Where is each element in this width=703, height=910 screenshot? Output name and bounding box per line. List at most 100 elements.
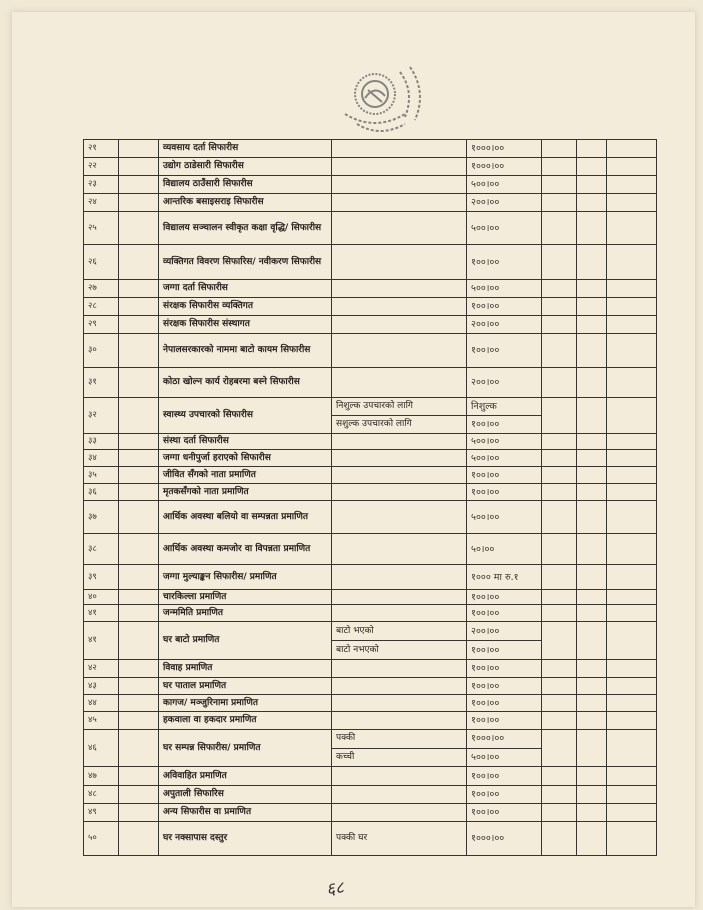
empty-cell [541, 711, 577, 730]
empty-cell [541, 604, 577, 622]
table-row: ३९ जग्गा मुल्याङ्कन सिफारीस/ प्रमाणित १०००… [83, 564, 657, 590]
table-row: २७ जग्गा दर्ता सिफारीस ५००।०० [83, 279, 657, 298]
fee-amount: १००।०० [466, 803, 542, 822]
empty-cell [606, 564, 657, 590]
empty-cell [606, 821, 657, 856]
empty-cell [541, 564, 577, 590]
fee-amount: २००।०० [466, 193, 542, 212]
table-row: कच्ची ५००।०० [84, 747, 657, 767]
empty-cell [606, 279, 657, 298]
row-number: २७ [83, 279, 119, 298]
empty-cell [541, 677, 577, 695]
empty-cell [118, 500, 159, 534]
row-number: ३३ [83, 433, 119, 450]
service-description: आर्थिक अवस्था कमजोर वा विपन्नता प्रमाणित [158, 533, 332, 565]
empty-cell [541, 433, 577, 450]
service-description: विवाह प्रमाणित [158, 659, 332, 678]
table-row: ४० चारकिल्ला प्रमाणित १००।०० [83, 589, 657, 605]
service-description: कागज/ मञ्जुरिनामा प्रमाणित [158, 694, 332, 712]
empty-cell [606, 659, 657, 678]
service-note [331, 315, 467, 334]
service-description: व्यवसाय दर्ता सिफारीस [158, 139, 332, 158]
service-description: घर पाताल प्रमाणित [158, 677, 332, 695]
empty-cell [576, 589, 607, 605]
table-row: ४८ अपुताली सिफारिस १००।०० [83, 785, 657, 804]
empty-cell [606, 766, 657, 786]
empty-cell [118, 766, 159, 786]
empty-cell [118, 483, 159, 501]
fee-amount: १००।०० [466, 604, 542, 622]
row-number: ३४ [83, 449, 119, 467]
fee-amount: १०००।०० [466, 139, 542, 158]
office-seal-stamp-icon [344, 66, 421, 132]
empty-cell [606, 175, 657, 194]
empty-cell [606, 677, 657, 695]
empty-cell [118, 785, 159, 804]
fee-amount: निशुल्क [466, 397, 542, 416]
empty-cell [576, 193, 607, 212]
table-row: ३५ जीवित सँगको नाता प्रमाणित १००।०० [83, 466, 657, 484]
row-number: ४९ [83, 803, 119, 822]
empty-cell [541, 589, 577, 605]
fee-amount: १०००।०० [466, 821, 542, 856]
service-description: संस्था दर्ता सिफारीस [158, 433, 332, 450]
empty-cell [576, 279, 607, 298]
empty-cell [606, 433, 657, 450]
service-note [331, 483, 467, 501]
row-number: ४५ [83, 711, 119, 730]
service-description: जीवित सँगको नाता प्रमाणित [158, 466, 332, 484]
empty-cell [606, 533, 657, 565]
empty-cell [576, 821, 607, 856]
empty-cell [541, 397, 577, 434]
empty-cell [541, 500, 577, 534]
fee-amount: ५००।०० [466, 500, 542, 534]
empty-cell [576, 367, 607, 398]
row-number: ३६ [83, 483, 119, 501]
empty-cell [576, 175, 607, 194]
empty-cell [541, 803, 577, 822]
service-note [331, 333, 467, 368]
empty-cell [606, 466, 657, 484]
fee-amount: ५००।०० [466, 279, 542, 298]
row-number: ४२ [83, 659, 119, 678]
row-number: ४८ [83, 785, 119, 804]
service-note [331, 785, 467, 804]
empty-cell [118, 157, 159, 176]
service-note: कच्ची [331, 747, 467, 767]
row-number: ३२ [83, 397, 119, 434]
empty-cell [541, 729, 577, 767]
fee-amount: १००० मा रु.१ [466, 564, 542, 590]
empty-cell [541, 211, 577, 245]
empty-cell [118, 729, 159, 767]
empty-cell [606, 711, 657, 730]
table-row: ४९ अन्य सिफारीस वा प्रमाणित १००।०० [83, 803, 657, 822]
service-description: संरक्षक सिफारीस व्यक्तिगत [158, 297, 332, 316]
service-note [331, 211, 467, 245]
row-number: ३१ [83, 367, 119, 398]
empty-cell [576, 677, 607, 695]
row-number: २९ [83, 315, 119, 334]
service-note [331, 711, 467, 730]
empty-cell [118, 604, 159, 622]
empty-cell [118, 821, 159, 856]
empty-cell [118, 659, 159, 678]
service-note [331, 157, 467, 176]
empty-cell [606, 367, 657, 398]
empty-cell [606, 315, 657, 334]
row-number: २५ [83, 211, 119, 245]
empty-cell [606, 500, 657, 534]
empty-cell [541, 466, 577, 484]
table-row: २२ उद्योग ठाडेसारी सिफारीस १०००।०० [83, 157, 657, 176]
table-row: २४ आन्तरिक बसाइसराइ सिफारीस २००।०० [83, 193, 657, 212]
service-note [331, 466, 467, 484]
table-row: ४६ घर सम्पन्न सिफारीस/ प्रमाणित पक्की १०००।… [83, 729, 657, 767]
empty-cell [541, 139, 577, 158]
service-note [331, 533, 467, 565]
fee-amount: ५००।०० [466, 175, 542, 194]
empty-cell [606, 729, 657, 767]
empty-cell [118, 139, 159, 158]
empty-cell [606, 244, 657, 280]
row-number: ५० [83, 821, 119, 856]
empty-cell [118, 367, 159, 398]
empty-cell [576, 711, 607, 730]
